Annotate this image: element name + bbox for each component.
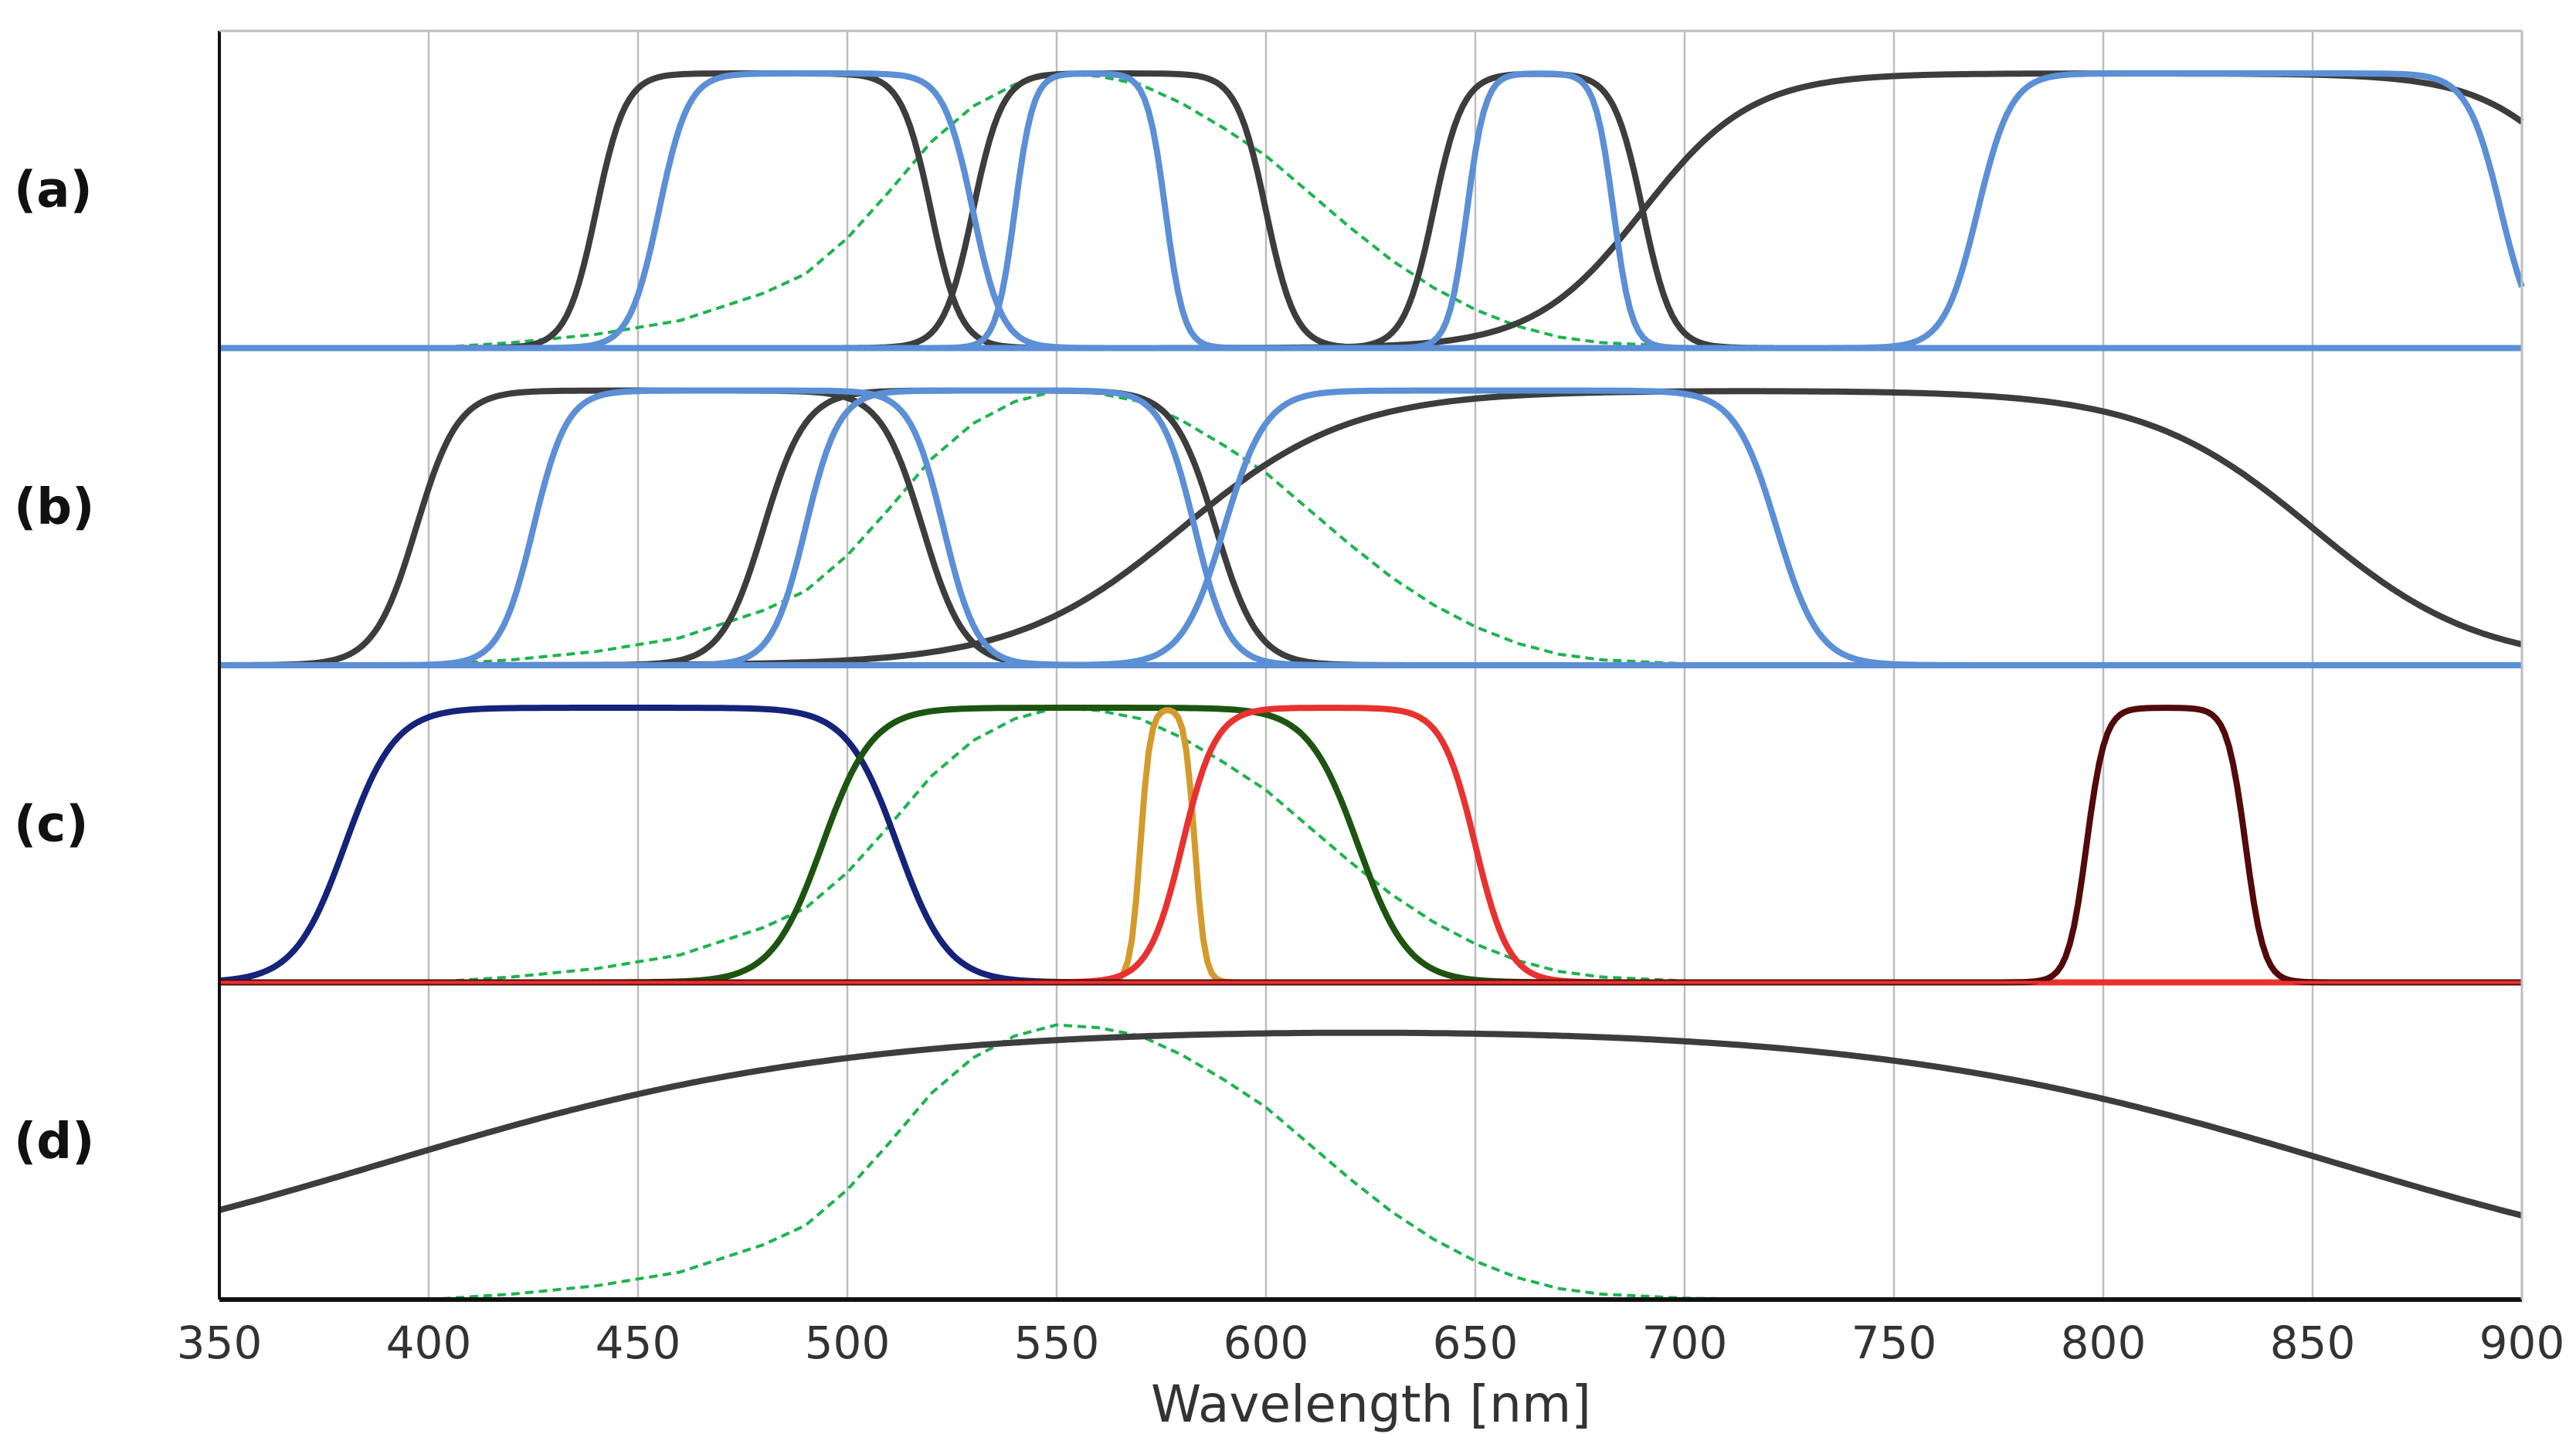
x-tick-label: 700 xyxy=(1642,1317,1728,1369)
x-tick-label: 750 xyxy=(1851,1317,1937,1369)
a-light-nir-band xyxy=(219,70,2525,352)
a-light-red-band xyxy=(219,70,2522,352)
x-tick-label: 650 xyxy=(1433,1317,1519,1369)
x-axis-title: Wavelength [nm] xyxy=(1151,1375,1591,1434)
reference-curve xyxy=(219,1023,2522,1301)
x-tick-label: 900 xyxy=(2479,1317,2565,1369)
x-tick-label: 400 xyxy=(386,1317,472,1369)
a-dark-nir-band xyxy=(219,70,2524,352)
d-broadband xyxy=(218,1029,2523,1219)
panel-d xyxy=(218,1023,2523,1301)
a-light-green-band xyxy=(219,70,2522,352)
c-red-band xyxy=(219,705,2522,986)
series-layer xyxy=(218,70,2525,1301)
c-nir-band xyxy=(219,705,2522,986)
a-dark-blue-band xyxy=(219,70,2522,352)
x-tick-label: 550 xyxy=(1014,1317,1100,1369)
x-tick-label: 450 xyxy=(596,1317,681,1369)
x-tick-label: 350 xyxy=(177,1317,263,1369)
x-tick-label: 500 xyxy=(805,1317,891,1369)
x-tick-label: 600 xyxy=(1224,1317,1309,1369)
c-yellow-band xyxy=(219,707,2522,986)
frame-layer xyxy=(218,29,2523,1302)
panel-label: (d) xyxy=(14,1113,94,1171)
label-layer: (a) (b) (c) (d) 350 400 450 500 550 600 650 700 750 8… xyxy=(14,161,2564,1369)
panel-label: (b) xyxy=(14,479,94,536)
a-dark-green-band xyxy=(219,70,2522,352)
c-blue-band xyxy=(219,705,2522,986)
c-green-band xyxy=(219,705,2522,986)
panel-label: (c) xyxy=(14,796,88,853)
panel-a xyxy=(219,70,2525,352)
a-light-blue-band xyxy=(219,70,2522,352)
x-tick-label: 800 xyxy=(2061,1317,2147,1369)
panel-c xyxy=(219,705,2522,986)
b-light-blue-band xyxy=(219,387,2522,668)
panel-b xyxy=(219,387,2523,668)
panel-label: (a) xyxy=(14,161,93,219)
x-tick-label: 850 xyxy=(2270,1317,2356,1369)
reference-curve xyxy=(219,71,2522,350)
a-dark-red-band xyxy=(219,70,2522,352)
reference-curve xyxy=(219,705,2522,984)
